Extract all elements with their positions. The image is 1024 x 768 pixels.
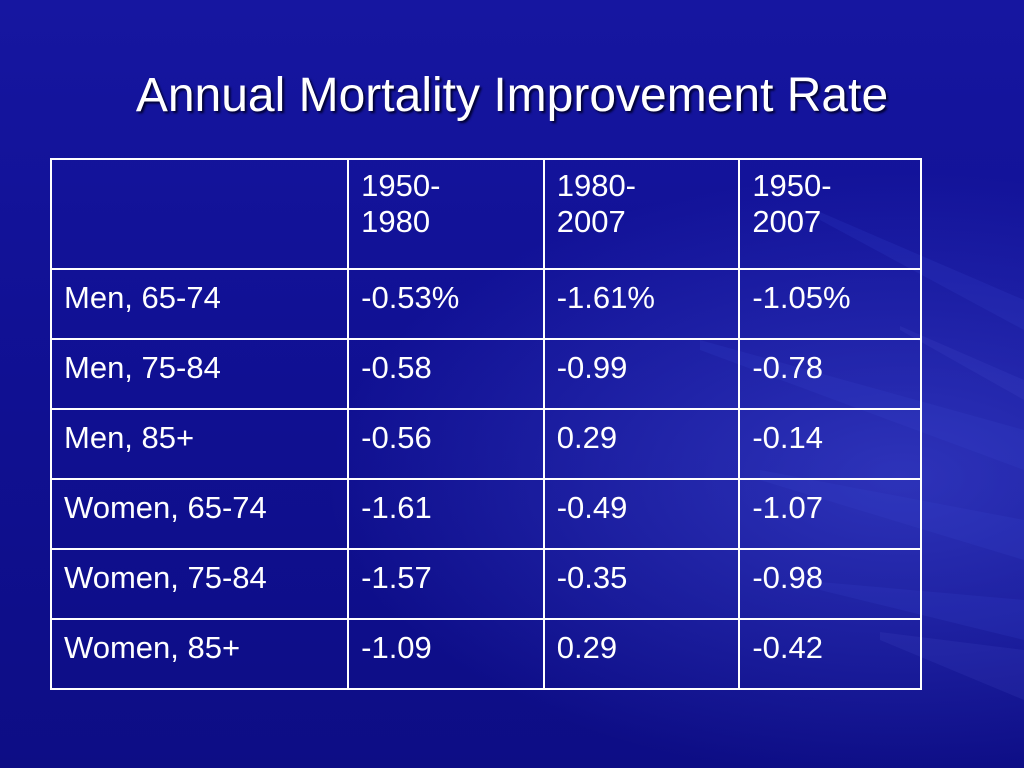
header-cell-empty — [49, 158, 350, 270]
row-label: Women, 85+ — [49, 618, 350, 690]
row-label: Men, 65-74 — [49, 268, 350, 340]
header-line: 1950- — [361, 168, 441, 203]
header-line: 1980 — [361, 204, 431, 239]
table-cell: -0.35 — [542, 548, 741, 620]
table-cell: -1.61 — [347, 478, 545, 550]
header-cell-1950-2007: 1950- 2007 — [738, 158, 922, 270]
mortality-table: 1950- 1980 1980- 2007 1950- 2007 Men, 65… — [49, 158, 922, 690]
row-label: Men, 85+ — [49, 408, 350, 480]
table-row: Women, 85+ -1.09 0.29 -0.42 — [49, 618, 922, 690]
table-cell: -0.14 — [738, 408, 922, 480]
table-cell: -1.61% — [542, 268, 741, 340]
table-cell: -1.09 — [347, 618, 545, 690]
table-cell: -0.53% — [347, 268, 545, 340]
table-row: Men, 85+ -0.56 0.29 -0.14 — [49, 408, 922, 480]
header-line: 2007 — [556, 204, 626, 239]
table-cell: 0.29 — [542, 618, 741, 690]
header-line: 1980- — [556, 168, 637, 203]
header-line: 2007 — [752, 204, 822, 239]
row-label: Women, 75-84 — [49, 548, 350, 620]
table-row: Women, 75-84 -1.57 -0.35 -0.98 — [49, 548, 922, 620]
table-cell: 0.29 — [542, 408, 741, 480]
table-row: Men, 65-74 -0.53% -1.61% -1.05% — [49, 268, 922, 340]
table-row: Men, 75-84 -0.58 -0.99 -0.78 — [49, 338, 922, 410]
row-label: Women, 65-74 — [49, 478, 350, 550]
table-cell: -1.57 — [347, 548, 545, 620]
table-cell: -0.98 — [738, 548, 922, 620]
header-cell-1950-1980: 1950- 1980 — [347, 158, 545, 270]
slide-title: Annual Mortality Improvement Rate — [135, 69, 889, 122]
table-row: Women, 65-74 -1.61 -0.49 -1.07 — [49, 478, 922, 550]
table-cell: -0.99 — [542, 338, 741, 410]
header-line: 1950- — [752, 168, 832, 203]
table-cell: -0.58 — [347, 338, 545, 410]
table-header-row: 1950- 1980 1980- 2007 1950- 2007 — [49, 158, 922, 270]
table-cell: -0.56 — [347, 408, 545, 480]
table-cell: -0.42 — [738, 618, 922, 690]
table-cell: -0.78 — [738, 338, 922, 410]
table-cell: -1.05% — [738, 268, 922, 340]
table-cell: -1.07 — [738, 478, 922, 550]
table-cell: -0.49 — [542, 478, 741, 550]
header-cell-1980-2007: 1980- 2007 — [542, 158, 741, 270]
row-label: Men, 75-84 — [49, 338, 350, 410]
